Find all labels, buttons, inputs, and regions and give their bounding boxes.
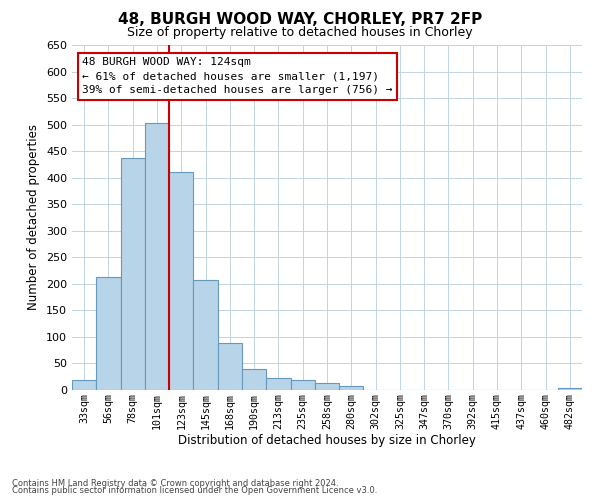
Bar <box>266 378 290 390</box>
Bar <box>145 123 169 390</box>
Bar <box>96 278 121 390</box>
Text: Contains public sector information licensed under the Open Government Licence v3: Contains public sector information licen… <box>12 486 377 495</box>
Bar <box>315 383 339 390</box>
Bar <box>218 344 242 390</box>
Bar <box>558 388 582 390</box>
Text: 48 BURGH WOOD WAY: 124sqm
← 61% of detached houses are smaller (1,197)
39% of se: 48 BURGH WOOD WAY: 124sqm ← 61% of detac… <box>82 57 392 95</box>
Bar <box>193 280 218 390</box>
Y-axis label: Number of detached properties: Number of detached properties <box>28 124 40 310</box>
Bar <box>72 380 96 390</box>
Text: Size of property relative to detached houses in Chorley: Size of property relative to detached ho… <box>127 26 473 39</box>
Text: Contains HM Land Registry data © Crown copyright and database right 2024.: Contains HM Land Registry data © Crown c… <box>12 478 338 488</box>
Text: 48, BURGH WOOD WAY, CHORLEY, PR7 2FP: 48, BURGH WOOD WAY, CHORLEY, PR7 2FP <box>118 12 482 28</box>
Bar <box>290 380 315 390</box>
Bar <box>339 386 364 390</box>
X-axis label: Distribution of detached houses by size in Chorley: Distribution of detached houses by size … <box>178 434 476 448</box>
Bar <box>169 172 193 390</box>
Bar <box>121 158 145 390</box>
Bar <box>242 369 266 390</box>
